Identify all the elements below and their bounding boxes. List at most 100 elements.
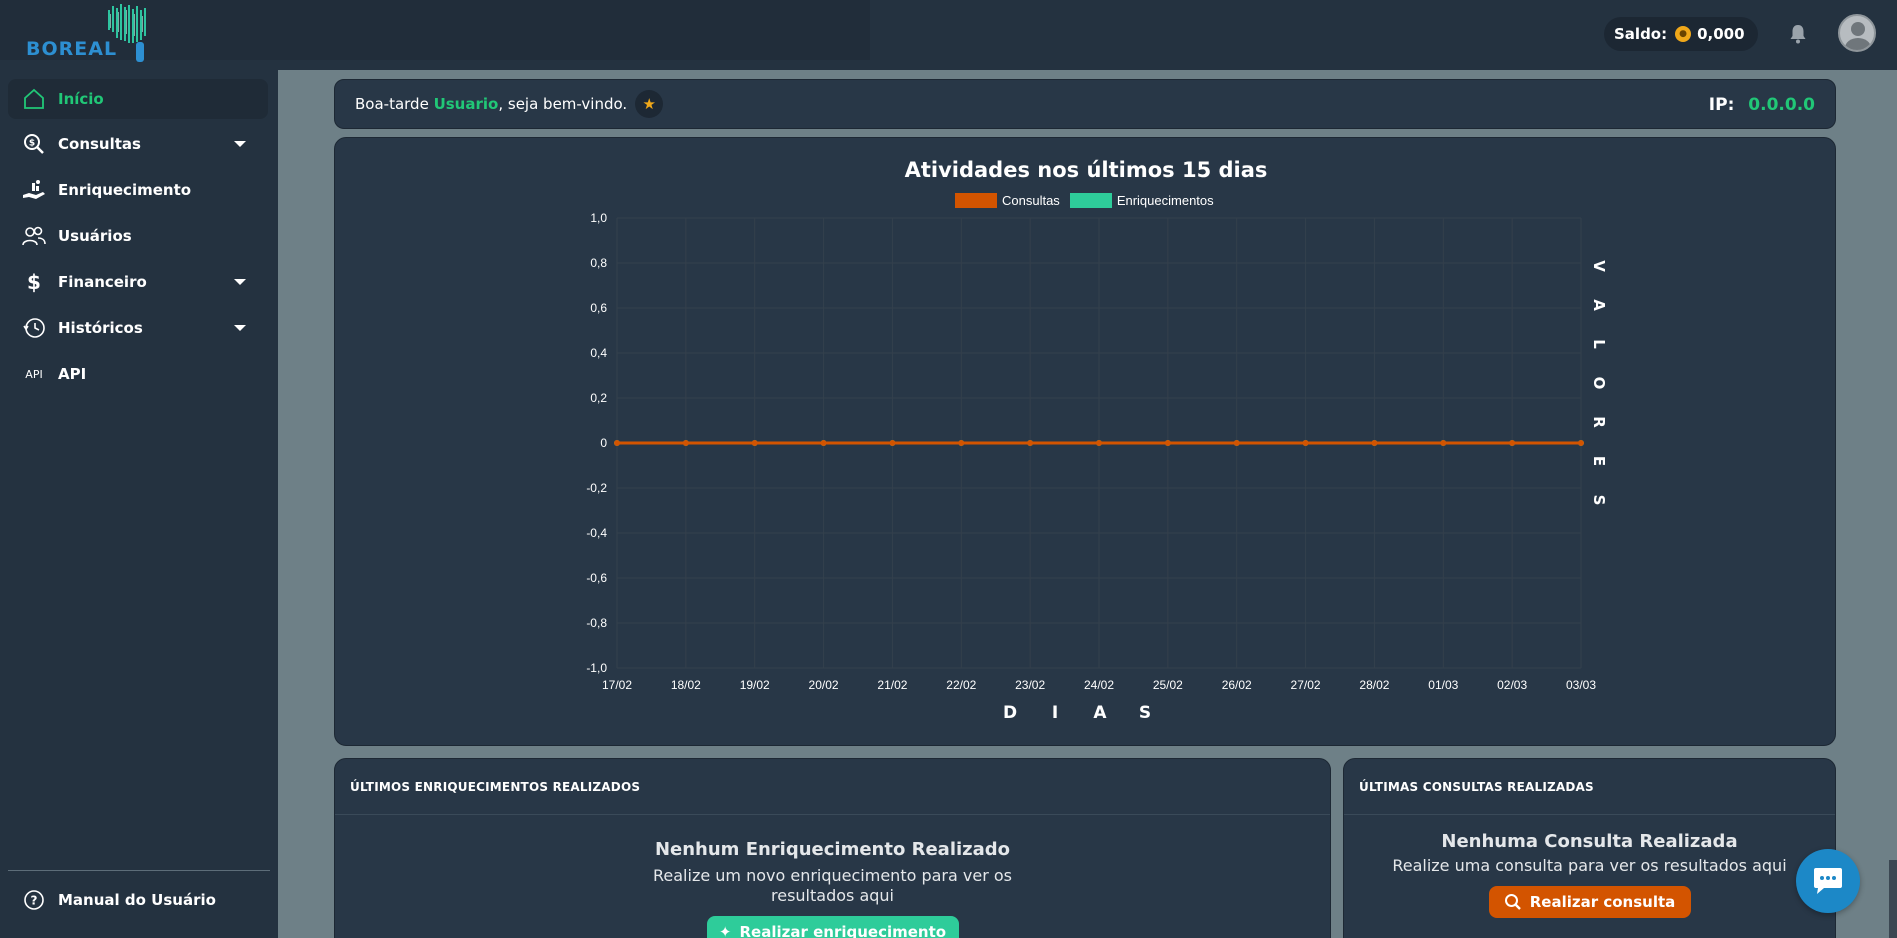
sidebar-divider — [8, 870, 270, 871]
sidebar-item-label: API — [58, 365, 87, 383]
x-tick-label: 20/02 — [809, 678, 839, 692]
chevron-down-icon — [234, 279, 246, 285]
sidebar-item-manual[interactable]: ? Manual do Usuário — [8, 880, 268, 920]
enrichments-empty-title: Nenhum Enriquecimento Realizado — [654, 839, 1011, 860]
star-icon[interactable]: ★ — [635, 90, 664, 118]
data-point — [682, 440, 689, 446]
data-point — [1578, 440, 1584, 446]
new-consultation-button-label: Realizar consulta — [1529, 893, 1676, 911]
legend-swatch — [955, 193, 997, 208]
help-icon: ? — [22, 888, 46, 912]
search-dollar-icon: $ — [22, 132, 46, 156]
balance-pill: Saldo: ● 0,000 — [1604, 17, 1758, 51]
ip-label: IP: — [1708, 95, 1735, 115]
y-tick-label: 0,6 — [590, 301, 607, 315]
logo-mark-icon — [108, 4, 146, 62]
consultations-card-title: ÚLTIMAS CONSULTAS REALIZADAS — [1344, 759, 1835, 815]
greeting-prefix: Boa-tarde — [355, 95, 434, 113]
sidebar-item-label: Usuários — [58, 227, 132, 245]
data-point — [1233, 440, 1240, 446]
greeting-username: Usuario — [433, 95, 499, 113]
activity-line-chart: 1,0 0,8 0,6 0,4 0,2 0 -0,2 -0,4 -0,6 -0,8 -1,0 17/0… — [586, 211, 1608, 723]
x-tick-label: 18/02 — [671, 678, 701, 692]
data-point — [820, 440, 827, 446]
x-axis-title-letter: S — [1139, 703, 1151, 723]
y-tick-label: 0,8 — [590, 256, 607, 270]
y-tick-label: 1,0 — [590, 211, 607, 225]
brand-logo[interactable]: BOREAL — [26, 4, 158, 66]
enrichments-empty-subtitle-line1: Realize um novo enriquecimento para ver … — [653, 866, 1012, 885]
sidebar-item-label: Consultas — [58, 135, 141, 153]
activity-chart-card: Atividades nos últimos 15 dias Consultas… — [334, 137, 1836, 746]
greeting-suffix: , seja bem-vindo. — [498, 95, 628, 113]
bell-icon[interactable] — [1789, 24, 1807, 44]
new-enrichment-button[interactable]: ✦ Realizar enriquecimento — [706, 916, 959, 938]
chevron-down-icon — [234, 325, 246, 331]
sidebar-item-usuarios[interactable]: Usuários — [8, 216, 268, 256]
data-point — [1027, 440, 1034, 446]
sidebar-item-consultas[interactable]: $ Consultas — [8, 124, 268, 164]
x-axis-title-letter: I — [1052, 703, 1058, 723]
data-point — [1509, 440, 1516, 446]
sidebar-item-label: Históricos — [58, 319, 143, 337]
sparkle-icon: ✦ — [718, 923, 732, 938]
sidebar-item-historicos[interactable]: Históricos — [8, 308, 268, 348]
sidebar-item-label: Enriquecimento — [58, 181, 192, 199]
enrichments-empty-subtitle-line2: resultados aqui — [771, 886, 894, 905]
data-point — [614, 440, 620, 446]
avatar-body — [1845, 38, 1871, 50]
svg-text:?: ? — [31, 894, 38, 908]
user-avatar[interactable] — [1838, 14, 1876, 52]
x-tick-label: 24/02 — [1084, 678, 1114, 692]
y-tick-label: -0,4 — [586, 526, 607, 540]
new-enrichment-button-label: Realizar enriquecimento — [739, 923, 947, 938]
enrichments-card-title: ÚLTIMOS ENRIQUECIMENTOS REALIZADOS — [335, 759, 1330, 815]
legend-item-enriquecimentos[interactable]: Enriquecimentos — [1069, 193, 1214, 208]
x-tick-label: 19/02 — [740, 678, 770, 692]
avatar-head — [1851, 22, 1865, 36]
sidebar: Início $ Consultas Enriquecimento Usuári… — [0, 70, 278, 938]
new-consultation-button[interactable]: Realizar consulta — [1488, 886, 1691, 918]
chart-legend: Consultas Enriquecimentos — [955, 193, 1224, 208]
sidebar-item-label: Manual do Usuário — [58, 891, 216, 909]
sidebar-item-api[interactable]: API API — [8, 354, 268, 394]
data-point — [1440, 440, 1447, 446]
top-bar: BOREAL Saldo: ● 0,000 — [0, 0, 1897, 70]
legend-label: Consultas — [1002, 193, 1060, 208]
enrichments-empty-subtitle: Realize um novo enriquecimento para ver … — [335, 866, 1330, 906]
coin-icon: ● — [1675, 26, 1692, 42]
search-icon — [1504, 893, 1522, 911]
chart-title: Atividades nos últimos 15 dias — [904, 158, 1268, 182]
enrichments-card: ÚLTIMOS ENRIQUECIMENTOS REALIZADOS Nenhu… — [334, 758, 1331, 938]
hand-coins-icon — [22, 178, 46, 202]
users-icon — [22, 224, 46, 248]
consultations-card: ÚLTIMAS CONSULTAS REALIZADAS Nenhuma Con… — [1343, 758, 1836, 938]
sidebar-item-enriquecimento[interactable]: Enriquecimento — [8, 170, 268, 210]
scrollbar[interactable] — [1889, 860, 1897, 938]
chat-bubble-icon[interactable] — [1796, 849, 1860, 913]
svg-text:$: $ — [29, 139, 35, 149]
x-tick-label: 02/03 — [1497, 678, 1527, 692]
chevron-down-icon — [234, 141, 246, 147]
data-point — [1096, 440, 1102, 446]
balance-label: Saldo: — [1614, 25, 1668, 43]
y-axis-title-letter: S — [1590, 495, 1608, 506]
y-tick-label: -0,6 — [586, 571, 607, 585]
y-tick-label: -1,0 — [586, 661, 607, 675]
data-point — [1164, 440, 1171, 446]
ip-display: IP: 0.0.0.0 — [1709, 95, 1815, 115]
sidebar-item-financeiro[interactable]: $ Financeiro — [8, 262, 268, 302]
y-tick-label: -0,2 — [586, 481, 607, 495]
greeting-bar: Boa-tarde Usuario , seja bem-vindo. ★ IP… — [334, 79, 1836, 129]
consultations-empty-title: Nenhuma Consulta Realizada — [1441, 831, 1738, 852]
x-tick-label: 28/02 — [1359, 678, 1389, 692]
data-point — [1302, 440, 1309, 446]
y-axis-title-letter: E — [1590, 456, 1608, 466]
legend-label: Enriquecimentos — [1116, 193, 1214, 208]
x-tick-label: 03/03 — [1566, 678, 1596, 692]
x-tick-label: 17/02 — [602, 678, 632, 692]
sidebar-item-label: Financeiro — [58, 273, 147, 291]
y-tick-label: 0,4 — [590, 346, 607, 360]
legend-item-consultas[interactable]: Consultas — [955, 193, 1060, 208]
sidebar-item-inicio[interactable]: Início — [8, 79, 268, 119]
